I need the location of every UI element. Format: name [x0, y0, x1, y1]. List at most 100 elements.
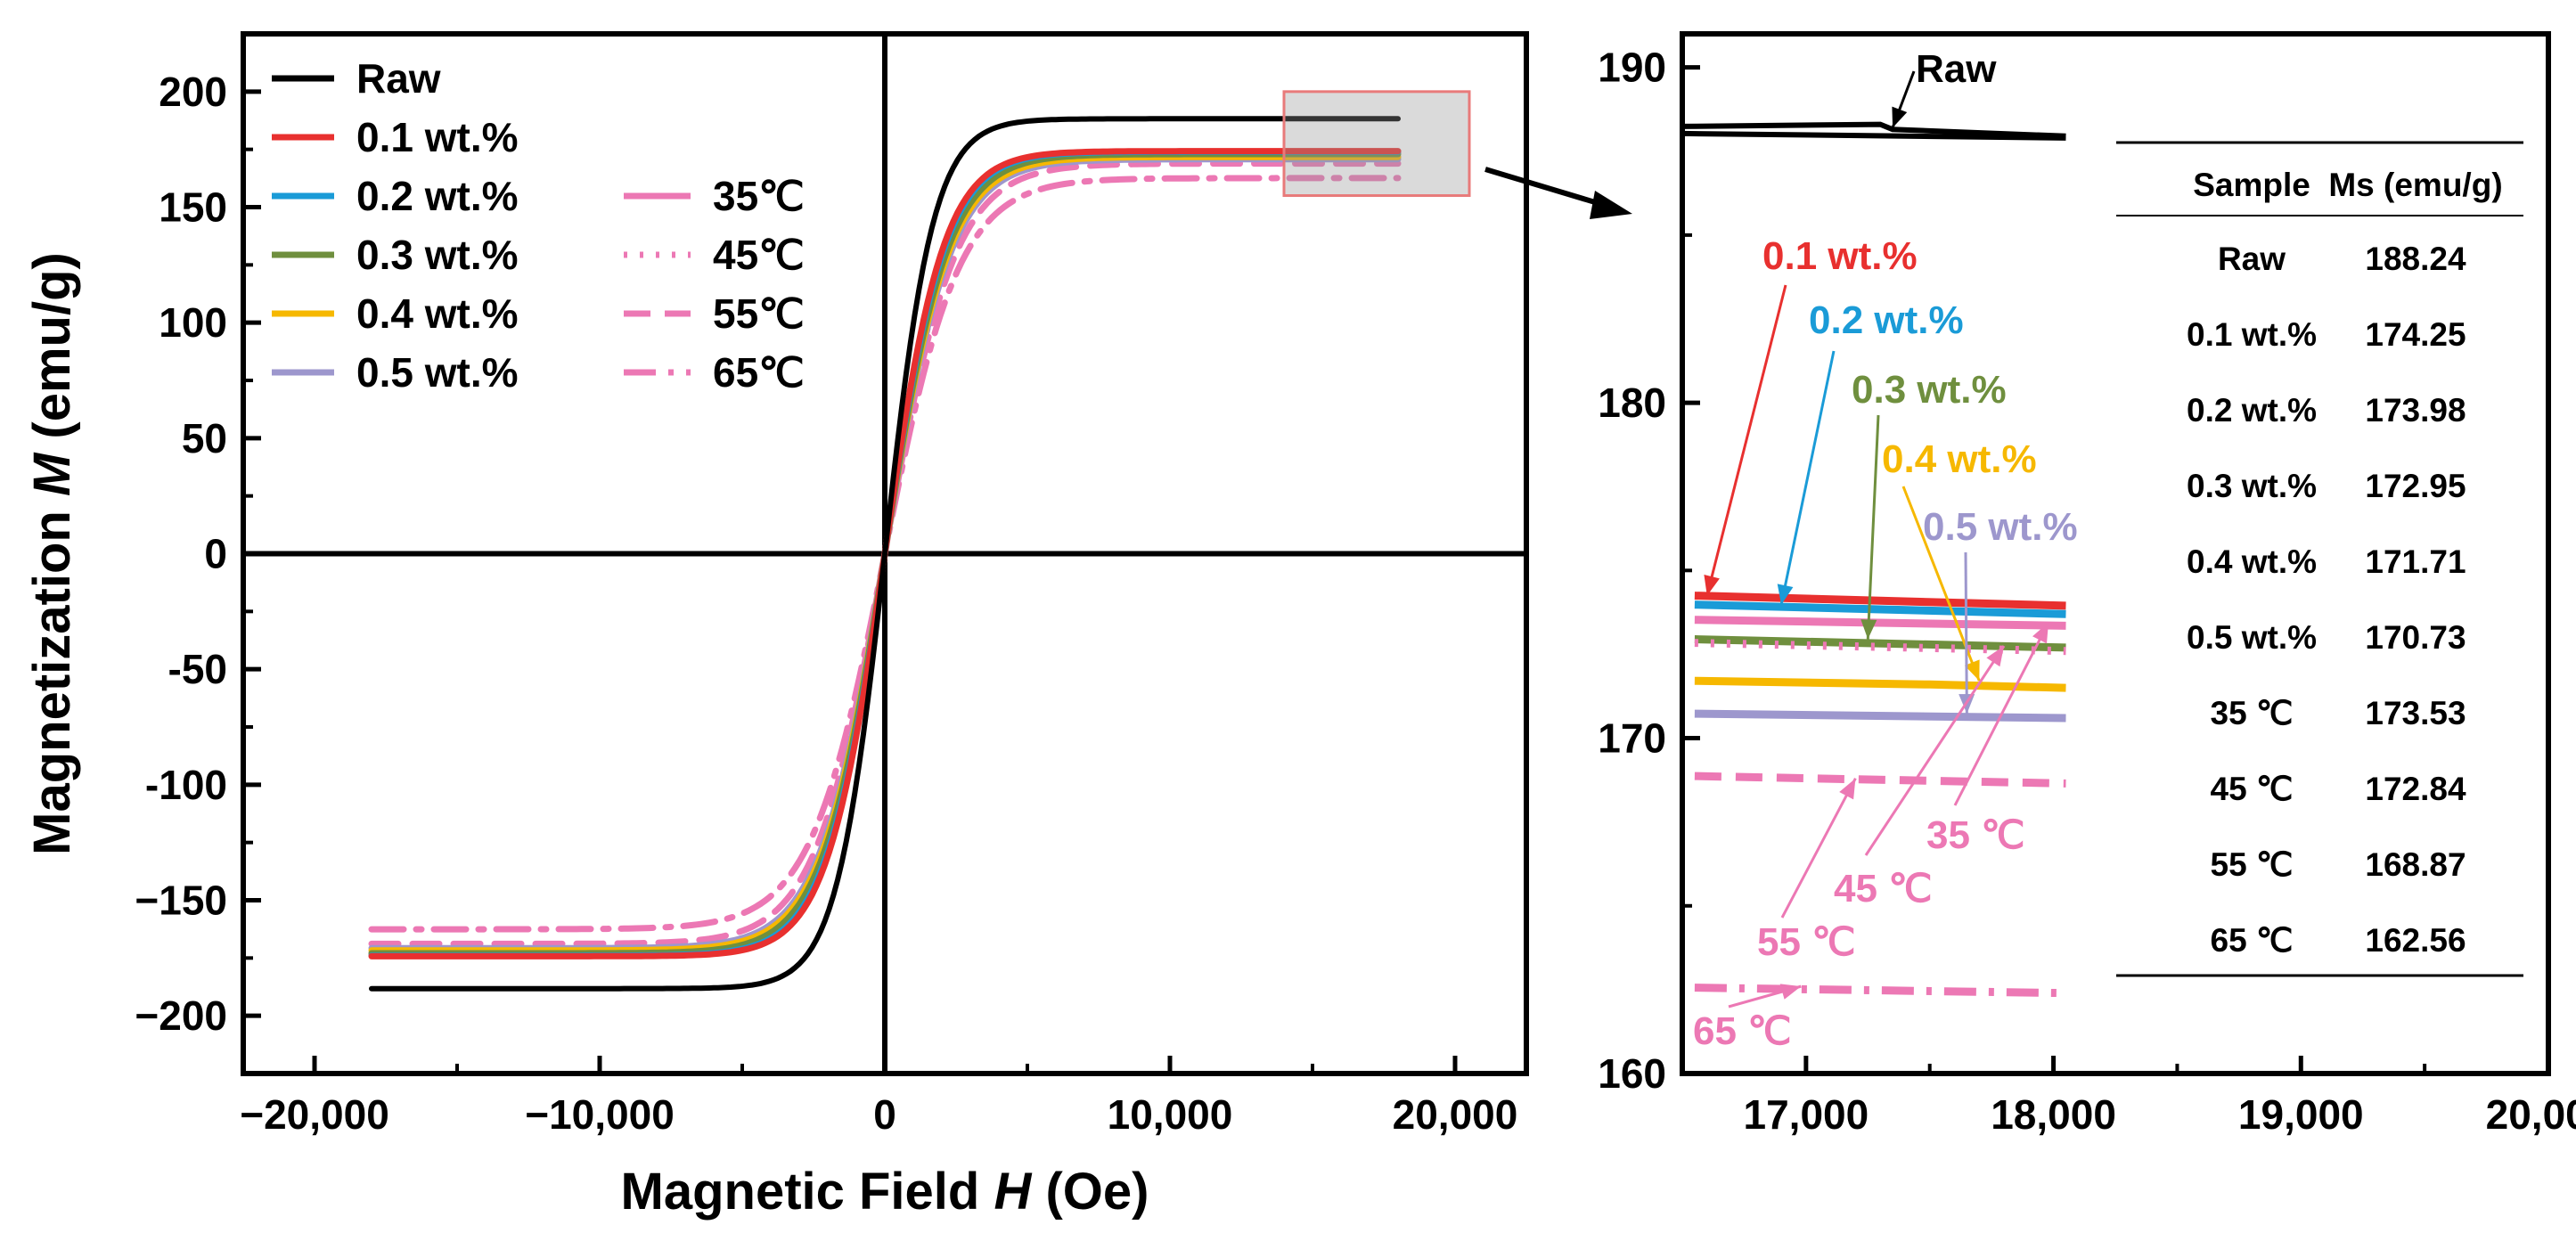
table-header: Sample — [2193, 167, 2310, 203]
table-cell-ms: 170.73 — [2365, 619, 2466, 656]
zoom-arrow-line — [1484, 167, 1605, 208]
annotation-label: 0.1 wt.% — [1762, 234, 1918, 278]
zoom-series-line — [1694, 616, 2066, 630]
y-tick-label: −150 — [135, 878, 227, 924]
table-cell-sample: 0.2 wt.% — [2187, 392, 2317, 429]
right-tick-labels: 17,000 18,000 19,000 20,000 160 170 180 190 — [1598, 45, 2576, 1138]
hysteresis-curves — [368, 116, 1402, 992]
x-axis-title: Magnetic Field H (Oe) — [621, 1163, 1149, 1221]
zoom-series-line — [1694, 709, 2066, 723]
legend-label: 55℃ — [713, 290, 805, 337]
zoom-series-line — [1694, 984, 2066, 998]
y-axis-title: Magnetization M (emu/g) — [23, 252, 81, 855]
legend-label: 0.1 wt.% — [356, 114, 519, 160]
annotation-label: Raw — [1916, 47, 1997, 91]
zoom-panel: Raw 0.1 wt.% 0.2 wt.% 0.3 wt.% 0.4 wt.% 0.5 w… — [1598, 31, 2576, 1138]
y-tick-label: 100 — [159, 299, 227, 346]
annotation-arrowhead — [2032, 622, 2049, 644]
legend-label: 45℃ — [713, 232, 805, 278]
x-tick-label: 0 — [873, 1091, 896, 1138]
annotation-arrow — [1705, 284, 1787, 596]
annotation-label: 45 ℃ — [1834, 867, 1933, 910]
zoom-series-line — [1681, 130, 2066, 141]
annotation-arrow — [1779, 350, 1836, 606]
table-cell-ms: 173.53 — [2365, 695, 2466, 731]
y-tick-label: 200 — [159, 69, 227, 115]
x-tick-label: 19,000 — [2238, 1091, 2364, 1138]
left-tick-labels: −20,000 −10,000 0 10,000 20,000 200 150 100 50 0 -… — [135, 69, 1517, 1138]
y-tick-label: −200 — [135, 992, 227, 1039]
annotation-arrow — [1953, 621, 2050, 806]
table-cell-ms: 168.87 — [2365, 846, 2466, 883]
y-tick-label: 180 — [1598, 380, 1666, 426]
x-tick-label: 10,000 — [1108, 1091, 1233, 1138]
table-cell-ms: 172.84 — [2365, 771, 2466, 807]
zoom-series-line — [1694, 676, 2066, 692]
annotation-label: 0.2 wt.% — [1809, 298, 1964, 342]
annotation-arrowhead — [1892, 106, 1908, 128]
annotation-arrowhead — [1860, 619, 1877, 640]
zoom-series-line — [1694, 592, 2066, 610]
annotation-arrowhead — [1839, 778, 1856, 800]
x-tick-label: −20,000 — [240, 1091, 389, 1138]
table-cell-sample: 45 ℃ — [2211, 771, 2294, 807]
y-tick-label: 190 — [1598, 45, 1666, 91]
annotation-label: 55 ℃ — [1757, 920, 1856, 964]
legend-label: 0.4 wt.% — [356, 290, 519, 337]
table-cell-ms: 188.24 — [2365, 241, 2466, 277]
table-cell-ms: 173.98 — [2365, 392, 2466, 429]
y-tick-label: 50 — [182, 415, 227, 461]
annotation-arrowhead — [1704, 575, 1720, 596]
table-cell-sample: 0.3 wt.% — [2187, 468, 2317, 504]
table-cell-sample: 55 ℃ — [2211, 846, 2294, 883]
zoom-curves — [1681, 121, 2066, 998]
legend: Raw 0.1 wt.% 0.2 wt.% 0.3 wt.% 0.4 wt.% 0.5 w… — [272, 55, 805, 396]
annotation-label: 0.4 wt.% — [1882, 437, 2037, 481]
legend-label: 0.2 wt.% — [356, 173, 519, 219]
annotation-label: 0.5 wt.% — [1923, 505, 2078, 549]
legend-label: Raw — [356, 55, 441, 102]
annotation-arrowhead — [1964, 659, 1980, 682]
table-cell-sample: 0.5 wt.% — [2187, 619, 2317, 656]
legend-label: 65℃ — [713, 349, 805, 396]
x-tick-label: 20,000 — [2486, 1091, 2576, 1138]
annotation-arrowhead — [1777, 584, 1794, 605]
left-plot-frame — [241, 31, 1529, 1076]
zoom-series-line — [1694, 772, 2066, 788]
y-tick-label: 0 — [204, 531, 227, 577]
x-tick-label: −10,000 — [525, 1091, 675, 1138]
y-tick-label: -50 — [168, 646, 227, 692]
annotation-arrow — [1866, 414, 1880, 640]
y-tick-label: -100 — [145, 762, 227, 808]
hysteresis-curve — [369, 116, 1401, 992]
y-tick-label: 150 — [159, 184, 227, 231]
annotation-arrowhead — [1986, 646, 2004, 667]
y-tick-label: 160 — [1598, 1050, 1666, 1097]
table-cell-sample: Raw — [2218, 241, 2286, 277]
zoom-arrow-head — [1590, 191, 1632, 219]
table-cell-ms: 171.71 — [2365, 543, 2466, 580]
zoom-series-line — [1694, 635, 2066, 652]
table-cell-sample: 0.4 wt.% — [2187, 543, 2317, 580]
zoom-annotations: Raw 0.1 wt.% 0.2 wt.% 0.3 wt.% 0.4 wt.% 0.5 w… — [1693, 47, 2078, 1053]
x-tick-label: 20,000 — [1393, 1091, 1518, 1138]
annotation-label: 35 ℃ — [1926, 813, 2025, 857]
annotation-arrowhead — [1779, 984, 1802, 1000]
y-tick-label: 170 — [1598, 715, 1666, 762]
legend-label: 0.5 wt.% — [356, 349, 519, 396]
legend-label: 0.3 wt.% — [356, 232, 519, 278]
right-plot-frame — [1680, 31, 2551, 1076]
hysteresis-panel: −20,000 −10,000 0 10,000 20,000 200 150 100 50 0 -… — [23, 31, 1632, 1221]
table-cell-sample: 35 ℃ — [2211, 695, 2294, 731]
legend-label: 35℃ — [713, 173, 805, 219]
table-cell-ms: 172.95 — [2365, 468, 2466, 504]
annotation-arrow — [1964, 551, 1968, 714]
table-cell-ms: 174.25 — [2365, 316, 2466, 353]
table-cell-sample: 0.1 wt.% — [2187, 316, 2317, 353]
x-tick-label: 17,000 — [1744, 1091, 1869, 1138]
annotation-label: 0.3 wt.% — [1852, 368, 2007, 412]
table-cell-ms: 162.56 — [2365, 922, 2466, 959]
zoom-box — [1282, 90, 1471, 198]
ms-table: Sample Ms (emu/g) Raw 188.24 0.1 wt.% 174.25 0… — [2116, 141, 2523, 977]
